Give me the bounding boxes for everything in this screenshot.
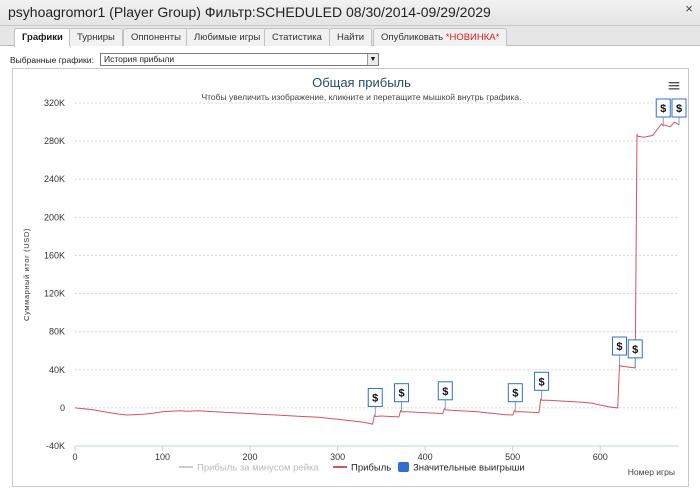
big-win-flag bbox=[627, 339, 643, 359]
x-tick-label: 300 bbox=[330, 452, 345, 462]
big-win-symbol: $ bbox=[372, 392, 378, 404]
tab-opponents[interactable]: Оппоненты bbox=[123, 28, 189, 46]
tab-label: Найти bbox=[337, 32, 365, 43]
big-win-flag bbox=[534, 371, 550, 391]
window-titlebar: psyhoagromor1 (Player Group) Фильтр:SCHE… bbox=[0, 0, 700, 26]
big-win-symbol: $ bbox=[398, 388, 404, 400]
big-win-flag bbox=[367, 387, 383, 407]
big-win-symbol: $ bbox=[616, 341, 622, 353]
legend-bigwin-swatch bbox=[398, 462, 409, 472]
tab-label: Графики bbox=[22, 32, 63, 43]
y-tick-label: 240K bbox=[44, 174, 65, 184]
big-win-flag bbox=[394, 383, 410, 403]
big-win-symbol: $ bbox=[660, 103, 666, 115]
legend-bigwin-label[interactable]: Значительные выигрыши bbox=[413, 463, 525, 474]
chart-select[interactable]: История прибыли ▼ bbox=[100, 53, 379, 66]
chart-subtitle: Чтобы увеличить изображение, кликните и … bbox=[201, 92, 521, 102]
legend-rake-label[interactable]: Прибыль за минусом рейка bbox=[197, 463, 319, 474]
chevron-down-icon[interactable]: ▼ bbox=[367, 54, 378, 65]
big-win-flag bbox=[507, 383, 523, 403]
chart-frame: Общая прибыль Чтобы увеличить изображение… bbox=[12, 68, 689, 487]
x-tick-label: 200 bbox=[243, 452, 258, 462]
tab-tournaments[interactable]: Турниры bbox=[69, 28, 123, 46]
chart-selector-label: Выбранные графики: bbox=[10, 55, 94, 65]
y-tick-label: 40K bbox=[49, 365, 65, 375]
y-tick-label: 280K bbox=[44, 136, 65, 146]
y-tick-label: 200K bbox=[44, 212, 65, 222]
big-win-symbol: $ bbox=[512, 388, 518, 400]
y-tick-label: 80K bbox=[49, 327, 65, 337]
y-tick-label: 0 bbox=[60, 403, 65, 413]
y-tick-label: 120K bbox=[44, 289, 65, 299]
x-tick-label: 400 bbox=[418, 452, 433, 462]
x-axis-title: Номер игры bbox=[628, 467, 675, 477]
big-win-symbol: $ bbox=[632, 344, 638, 356]
big-win-symbol: $ bbox=[539, 376, 545, 388]
tab-bar: Графики Турниры Оппоненты Любимые игры С… bbox=[0, 26, 700, 47]
big-win-flag bbox=[437, 381, 453, 401]
tab-statistics[interactable]: Статистика bbox=[264, 28, 330, 46]
tab-search[interactable]: Найти bbox=[329, 28, 373, 46]
profit-chart[interactable]: Общая прибыль Чтобы увеличить изображение… bbox=[13, 69, 690, 488]
new-badge: *НОВИНКА* bbox=[445, 32, 500, 43]
big-win-flag bbox=[611, 336, 627, 356]
tab-label: Оппоненты bbox=[131, 32, 181, 43]
y-tick-label: -40K bbox=[46, 441, 65, 451]
tab-label: Статистика bbox=[272, 32, 322, 43]
close-icon[interactable]: × bbox=[685, 1, 693, 16]
x-tick-label: 600 bbox=[593, 452, 608, 462]
profit-series-line bbox=[74, 121, 680, 425]
tab-charts[interactable]: Графики bbox=[14, 28, 71, 47]
big-win-symbol: $ bbox=[676, 103, 682, 115]
legend-profit-label[interactable]: Прибыль bbox=[351, 463, 391, 474]
y-tick-label: 320K bbox=[44, 98, 65, 108]
tab-label: Опубликовать bbox=[381, 32, 444, 43]
window-title: psyhoagromor1 (Player Group) Фильтр:SCHE… bbox=[8, 4, 491, 20]
tab-favorite-games[interactable]: Любимые игры bbox=[186, 28, 269, 46]
x-tick-label: 100 bbox=[155, 452, 170, 462]
big-win-flag bbox=[655, 98, 671, 118]
chart-title: Общая прибыль bbox=[312, 75, 411, 90]
x-tick-label: 0 bbox=[72, 452, 77, 462]
tab-label: Любимые игры bbox=[194, 32, 261, 43]
chart-select-value: История прибыли bbox=[104, 54, 175, 64]
big-win-symbol: $ bbox=[442, 386, 448, 398]
x-tick-label: 500 bbox=[505, 452, 520, 462]
tab-label: Турниры bbox=[77, 32, 115, 43]
big-win-flag bbox=[671, 98, 687, 118]
tab-publish[interactable]: Опубликовать *НОВИНКА* bbox=[373, 28, 508, 46]
menu-icon[interactable]: ≡ bbox=[667, 76, 681, 96]
y-tick-label: 160K bbox=[44, 250, 65, 260]
y-axis-title: Суммарный итог (USD) bbox=[22, 228, 31, 321]
